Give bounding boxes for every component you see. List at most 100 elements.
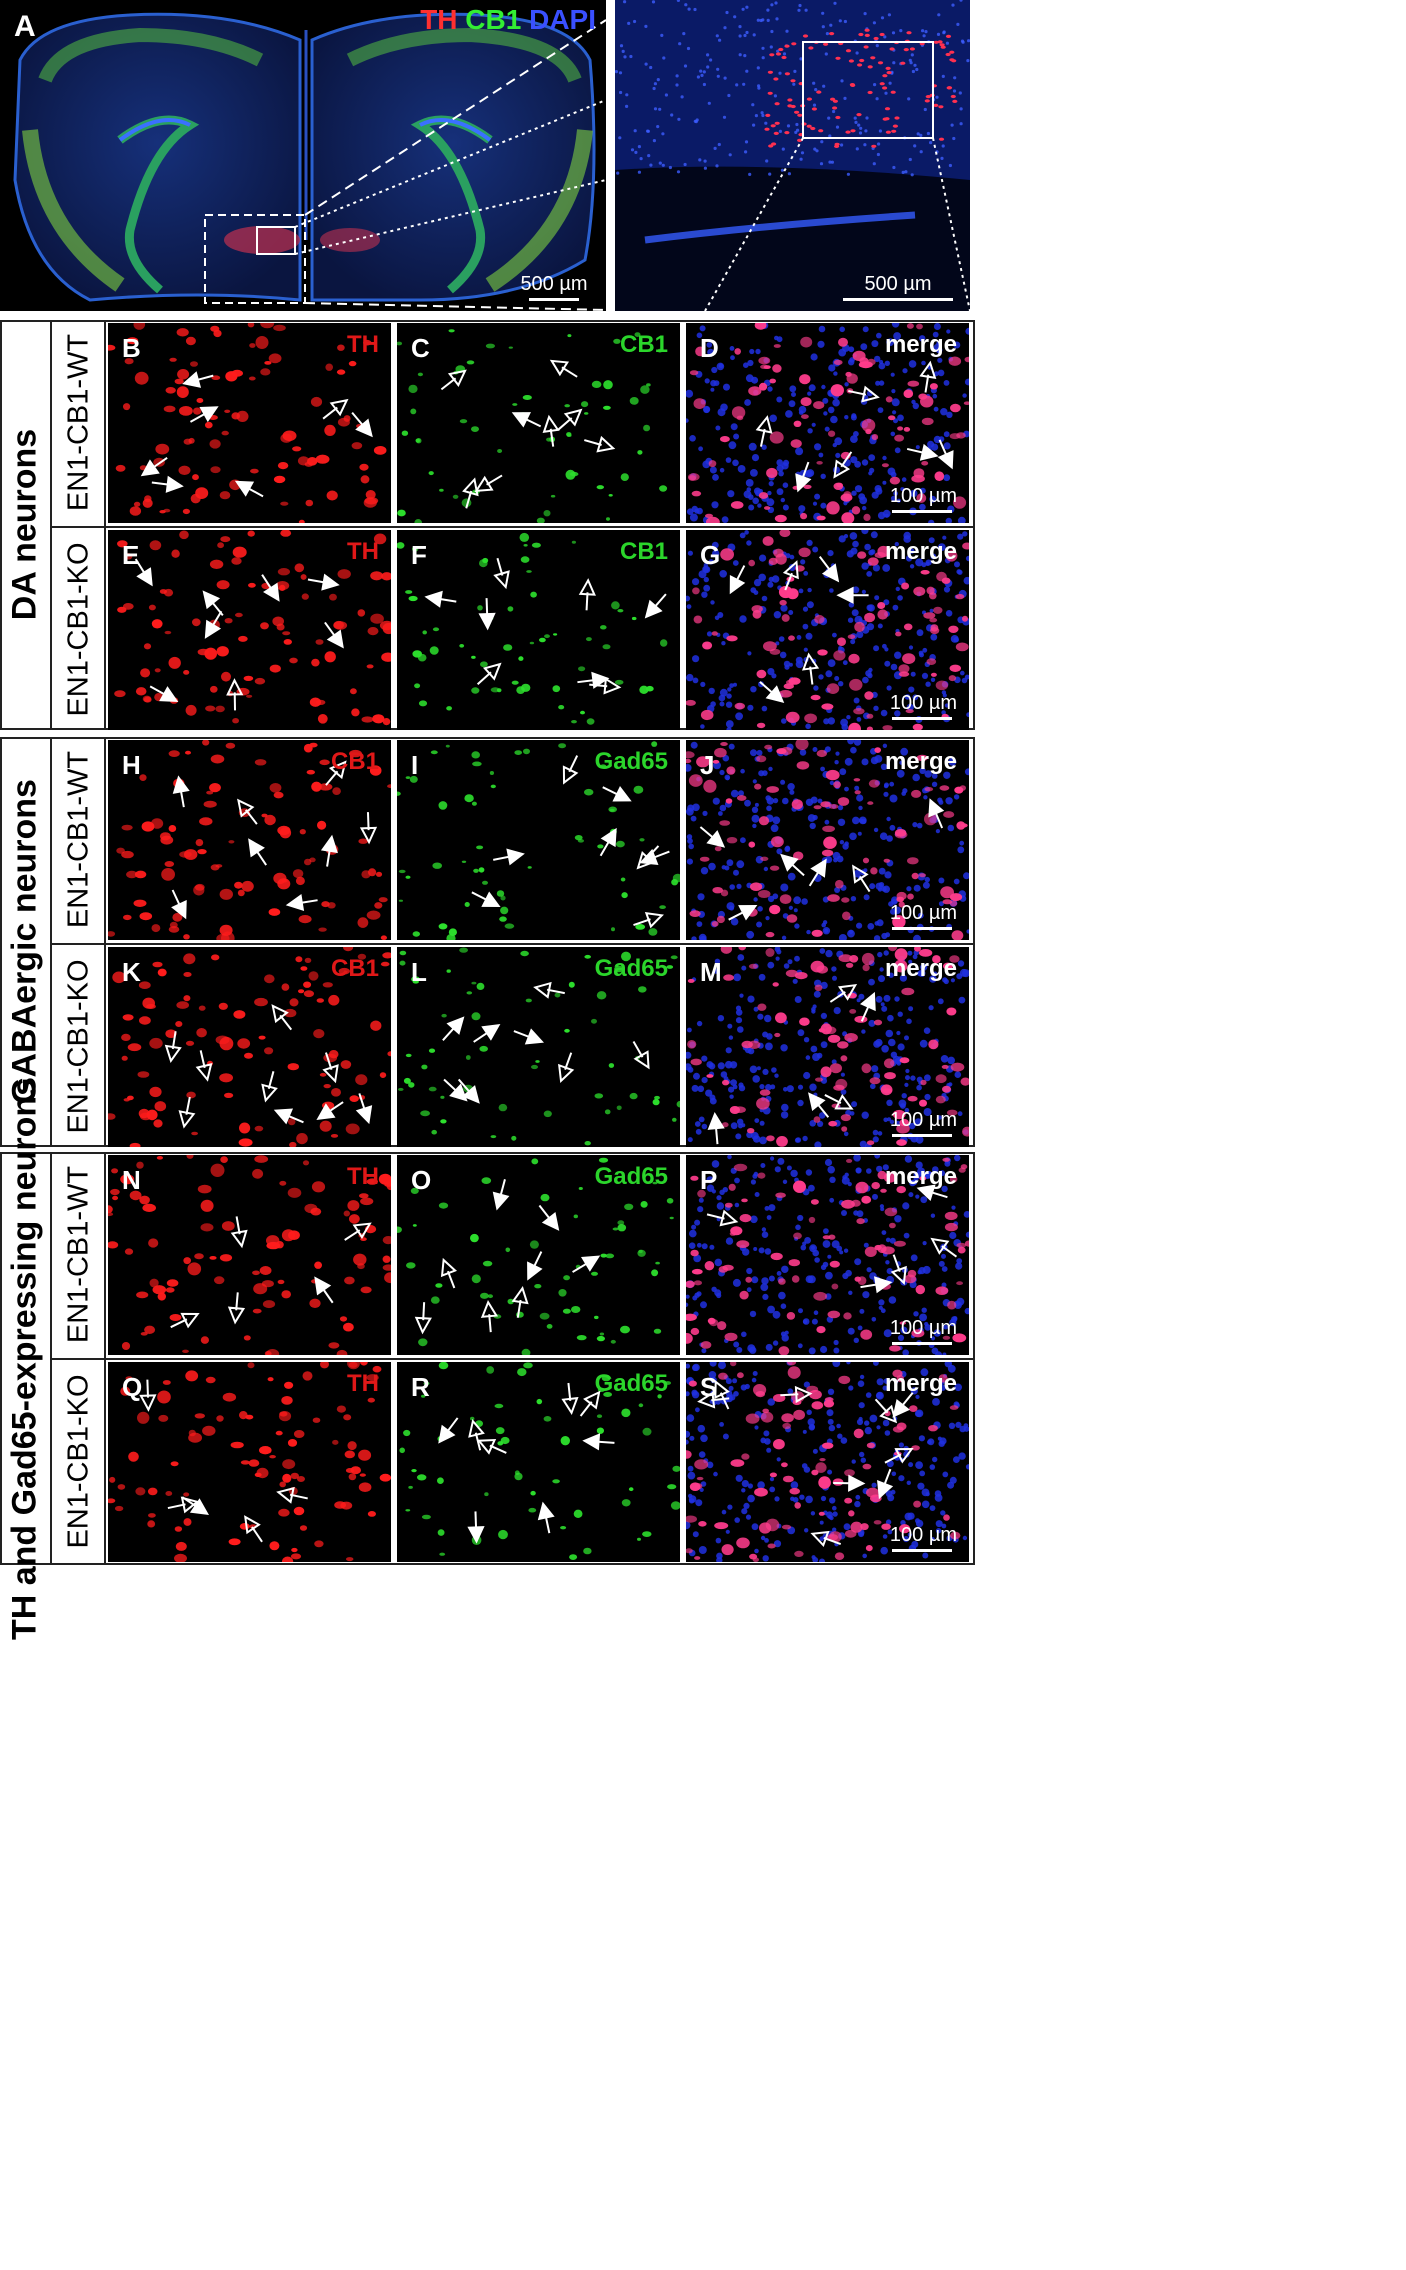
stain-label: merge: [884, 331, 957, 358]
scale-bar: 100 µm: [890, 485, 957, 513]
micrograph-svg: [686, 1155, 969, 1355]
panel-f: F CB1: [397, 530, 680, 730]
panel-q: Q TH: [108, 1362, 391, 1562]
brain-overview-image: A TH CB1 DAPI 500 µm: [0, 0, 606, 311]
panel-k: K CB1: [108, 947, 391, 1147]
scale-label: 100 µm: [889, 1524, 957, 1546]
micrograph-svg: [686, 530, 969, 730]
row-separator: [50, 1358, 975, 1360]
panel-label: C: [411, 333, 430, 363]
micrograph-svg: [397, 1157, 674, 1355]
stain-label: CB1: [330, 748, 379, 775]
scale-bar: 500 µm: [514, 273, 594, 301]
vta-zoom-svg: [615, 0, 970, 311]
row-separator: [50, 943, 975, 945]
scale-label: 100 µm: [889, 1109, 957, 1131]
scale-label: 100 µm: [889, 692, 957, 714]
vta-zoom-image: 500 µm: [615, 0, 970, 311]
panel-label: D: [700, 333, 719, 363]
panel-label: E: [122, 540, 140, 570]
genotype-column: [50, 320, 106, 730]
panel-label: O: [411, 1165, 432, 1195]
panel-label: Q: [122, 1372, 143, 1402]
panel-b: B TH: [108, 323, 391, 523]
panel-o: O Gad65: [397, 1155, 680, 1355]
stain-label: Gad65: [594, 1370, 668, 1397]
panel-i: I Gad65: [397, 740, 680, 940]
genotype-column: [50, 737, 106, 1147]
panel-n: N TH: [108, 1155, 391, 1355]
panel-label: K: [122, 957, 141, 987]
legend-dapi: DAPI: [529, 4, 596, 35]
stain-label: TH: [347, 538, 379, 565]
micrograph-svg: [686, 323, 969, 523]
micrograph-svg: [108, 947, 391, 1147]
panel-label: P: [700, 1165, 718, 1195]
legend-cb1: CB1: [465, 4, 522, 35]
panel-label: J: [700, 750, 715, 780]
row-separator: [50, 526, 975, 528]
panel-c: C CB1: [397, 323, 680, 523]
micrograph-svg: [398, 947, 680, 1146]
scale-bar: 100 µm: [890, 692, 957, 720]
micrograph-svg: [686, 1362, 969, 1562]
stain-label: Gad65: [594, 1163, 668, 1190]
panel-label: G: [700, 540, 721, 570]
micrograph-svg: [108, 1155, 391, 1355]
panel-l: L Gad65: [397, 947, 680, 1147]
stain-legend: TH CB1 DAPI: [420, 4, 596, 36]
panel-label: L: [411, 957, 427, 987]
panel-r: R Gad65: [397, 1362, 680, 1562]
micrograph-svg: [397, 532, 668, 725]
stain-label: merge: [884, 748, 957, 775]
micrograph-svg: [686, 947, 969, 1147]
panel-label: M: [700, 957, 722, 987]
scale-bar: 100 µm: [890, 902, 957, 930]
stain-label: TH: [347, 1163, 379, 1190]
micrograph-svg: [108, 740, 391, 940]
stain-label: Gad65: [594, 748, 668, 775]
group-title: TH and Gad65-expressing neurons: [5, 1076, 44, 1640]
micrograph-svg: [114, 530, 391, 726]
scale-label: 100 µm: [889, 902, 957, 924]
stain-label: CB1: [330, 955, 379, 982]
legend-th: TH: [420, 4, 458, 35]
stain-label: CB1: [619, 538, 668, 565]
scale-bar: 500 µm: [838, 273, 958, 301]
stain-label: merge: [884, 1370, 957, 1397]
panel-label: R: [411, 1372, 430, 1402]
panel-label: I: [411, 750, 419, 780]
stain-label: merge: [884, 955, 957, 982]
genotype-label: EN1-CB1-KO: [62, 1374, 95, 1549]
scale-label: 100 µm: [889, 1317, 957, 1339]
stain-label: merge: [884, 1163, 957, 1190]
stain-label: TH: [347, 331, 379, 358]
scale-bar: 100 µm: [890, 1109, 957, 1137]
micrograph-svg: [686, 740, 969, 940]
scale-label: 500 µm: [520, 273, 588, 295]
micrograph-svg: [397, 741, 680, 940]
micrograph-svg: [397, 329, 668, 523]
panel-e: E TH: [108, 530, 391, 730]
stain-label: merge: [884, 538, 957, 565]
scale-label: 500 µm: [864, 273, 932, 295]
micrograph-svg: [108, 323, 387, 523]
panel-label: H: [122, 750, 141, 780]
scale-bar: 100 µm: [890, 1317, 957, 1345]
panel-label: A: [14, 10, 36, 43]
panel-label: F: [411, 540, 427, 570]
stain-label: Gad65: [594, 955, 668, 982]
panel-h: H CB1: [108, 740, 391, 940]
stain-label: TH: [347, 1370, 379, 1397]
scale-bar: 100 µm: [890, 1524, 957, 1552]
scale-label: 100 µm: [889, 485, 957, 507]
panel-label: B: [122, 333, 141, 363]
panel-label: N: [122, 1165, 141, 1195]
panel-label: S: [700, 1372, 718, 1402]
